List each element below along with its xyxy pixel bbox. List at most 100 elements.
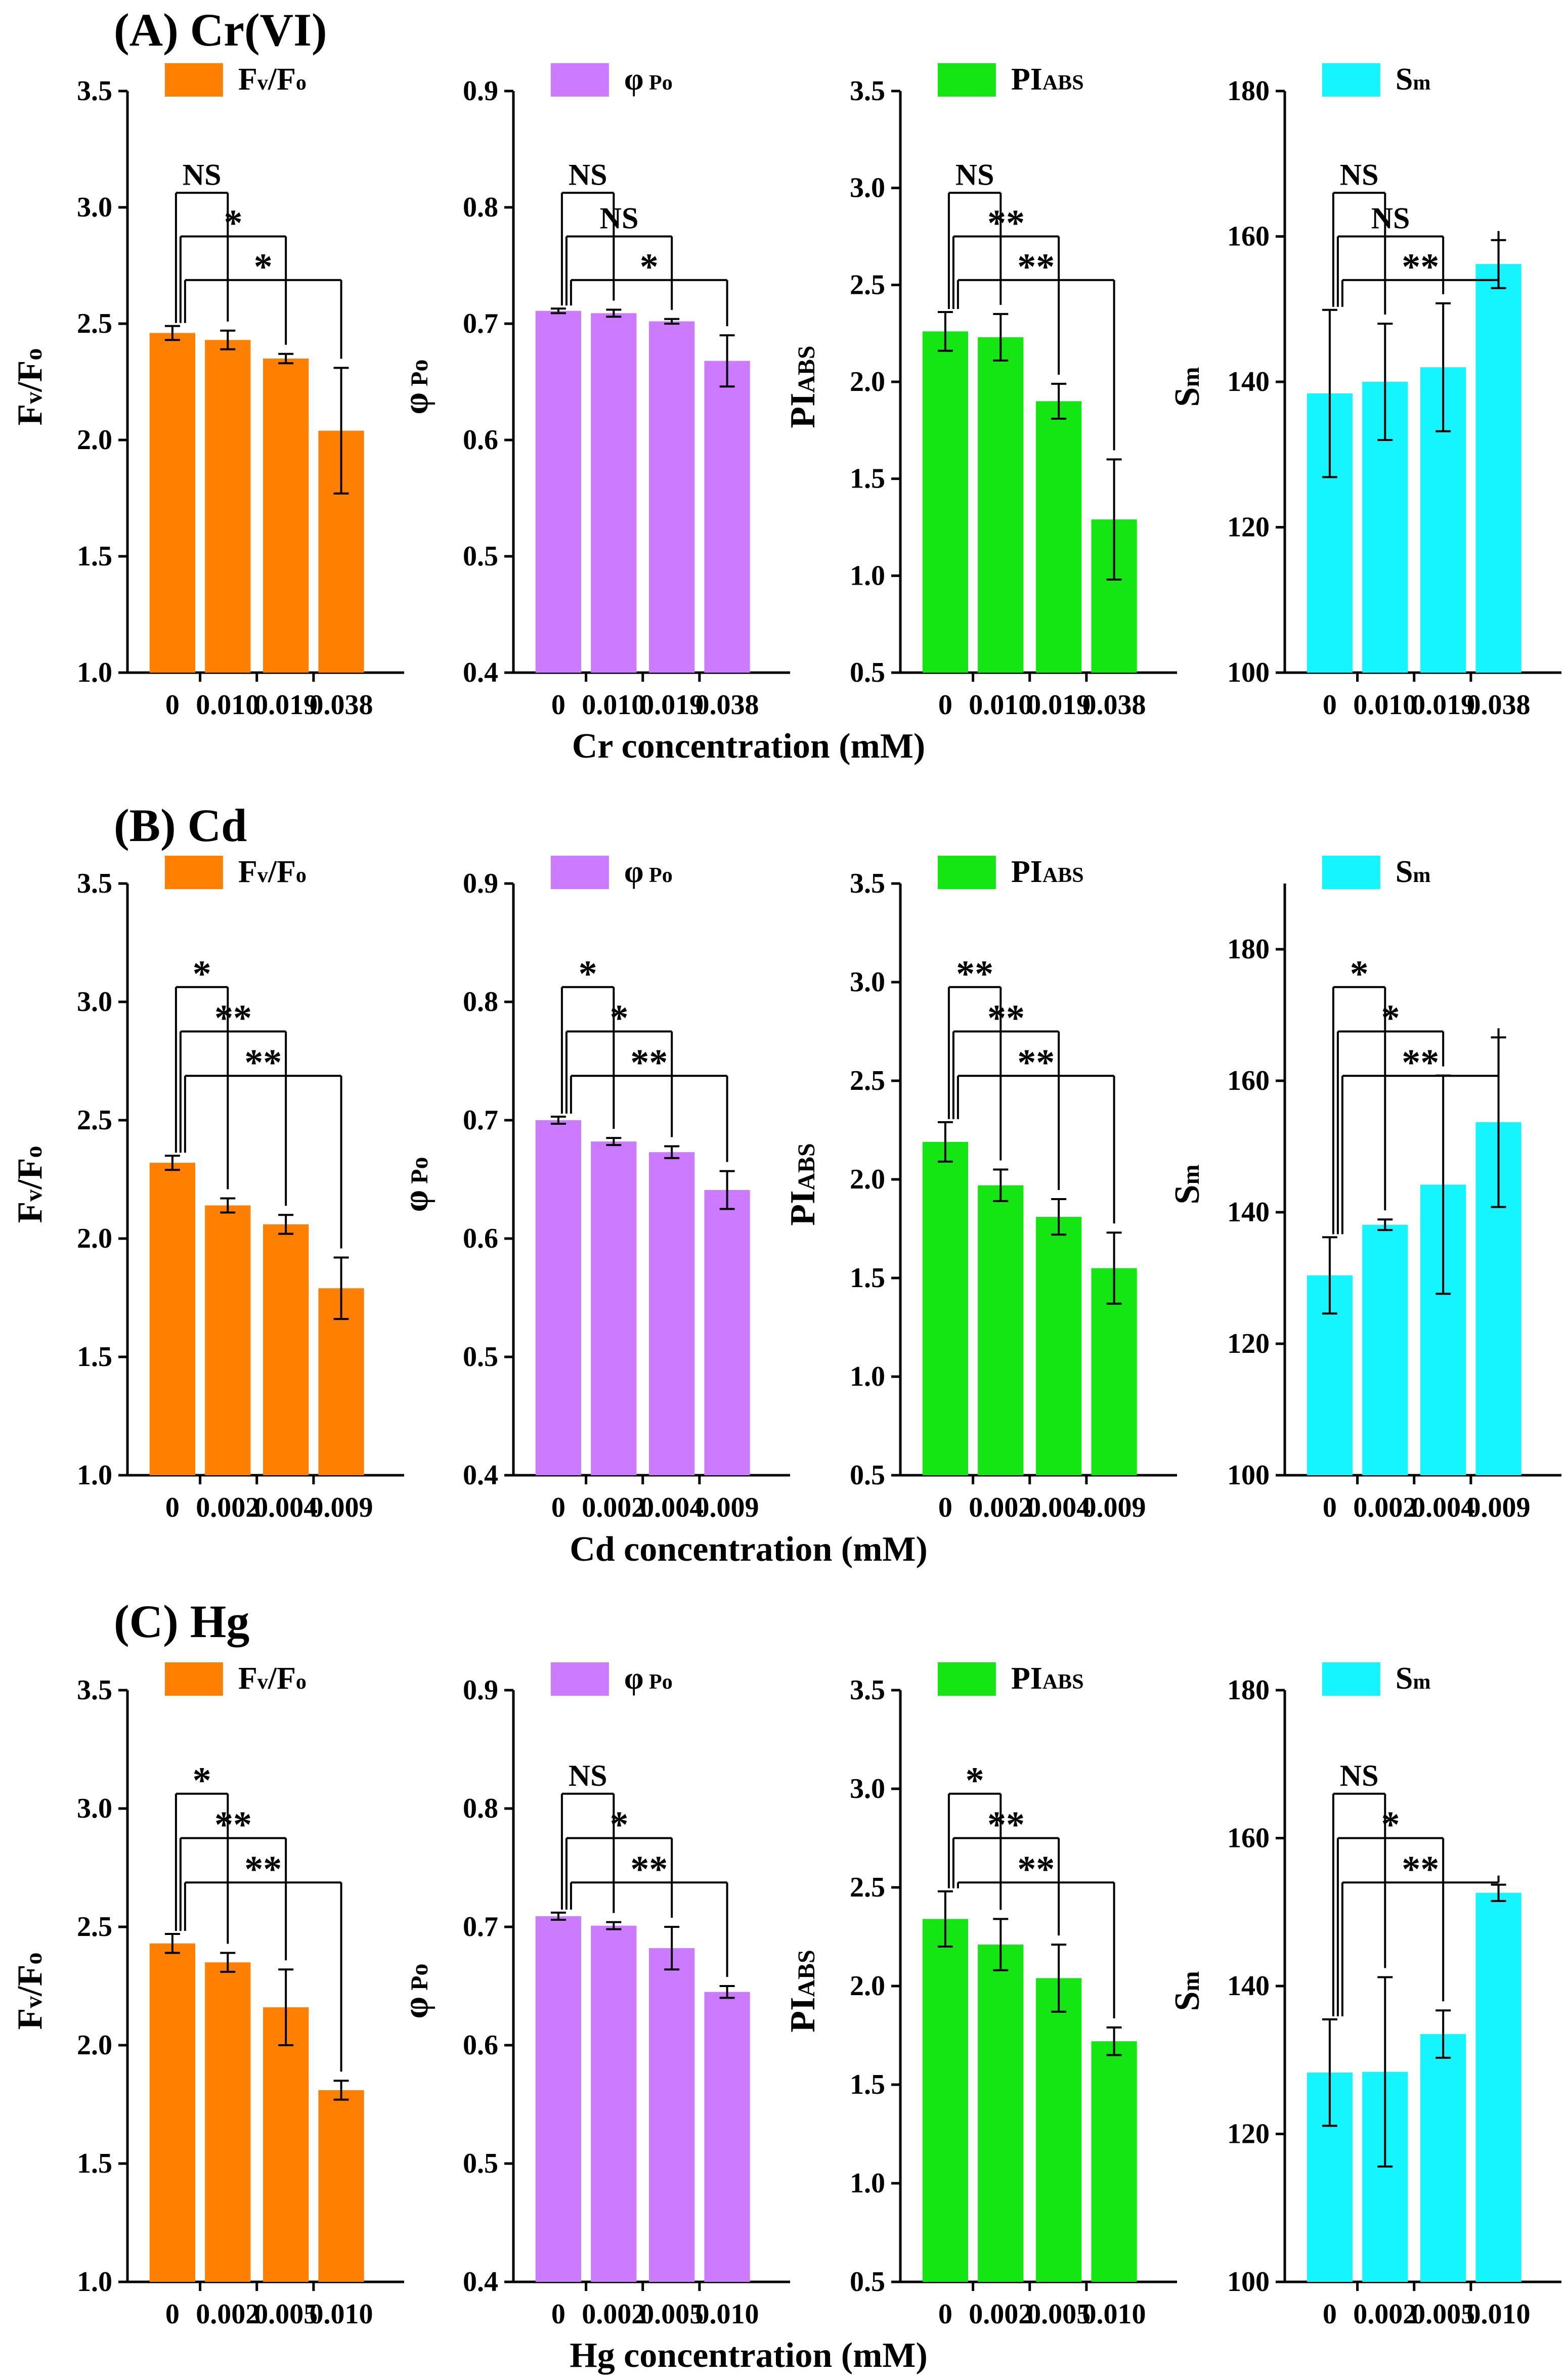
significance-label: ** [987, 1804, 1025, 1846]
y-tick-label: 0.4 [463, 657, 498, 688]
x-tick-label: 0.010 [695, 2299, 759, 2330]
significance-label: NS [600, 202, 639, 235]
bar [149, 1163, 196, 1475]
y-tick-label: 0.5 [463, 1341, 498, 1373]
chart-panel-piabs: 0.5 1.0 1.5 2.0 2.5 3.0 3.5 PIABS 0 0.0020.0040.0… [784, 855, 1177, 1523]
significance-label: ** [1017, 1042, 1055, 1083]
legend-label: Fv/Fo [238, 855, 307, 889]
bar [1091, 2041, 1137, 2282]
bar [922, 1141, 969, 1475]
significance-label: * [224, 203, 243, 244]
row-title: (B) Cd [114, 800, 247, 851]
significance-label: ** [214, 1804, 252, 1846]
bar [591, 313, 637, 673]
y-tick-label: 120 [1227, 512, 1270, 543]
bar [978, 337, 1024, 673]
x-tick-label: 0.038 [1082, 689, 1146, 721]
y-tick-label: 0.5 [463, 541, 498, 572]
significance-label: * [610, 998, 629, 1039]
x-tick-label: 0 [551, 689, 566, 721]
y-tick-label: 120 [1227, 2119, 1270, 2150]
x-tick-label: 0.009 [1467, 1492, 1531, 1523]
y-axis-title: φ Po [397, 1157, 436, 1212]
x-tick-label: 0.009 [695, 1492, 759, 1523]
legend-swatch [1322, 63, 1380, 97]
y-tick-label: 180 [1227, 75, 1270, 107]
y-tick-label: 140 [1227, 366, 1270, 398]
bar [1475, 1892, 1521, 2282]
legend-swatch [164, 63, 223, 97]
x-tick-label: 0.038 [1467, 689, 1531, 721]
x-tick-label: 0.005 [1027, 2299, 1091, 2330]
y-tick-label: 160 [1227, 1065, 1270, 1096]
y-axis-title: PIABS [784, 345, 822, 428]
row-title: (C) Hg [114, 1596, 249, 1647]
bar [649, 1948, 695, 2282]
significance-label: ** [1017, 246, 1055, 288]
x-tick-label: 0.038 [695, 689, 759, 721]
y-tick-label: 3.0 [77, 192, 112, 223]
x-tick-label: 0.005 [640, 2299, 704, 2330]
x-tick-label: 0 [1323, 1492, 1337, 1523]
bar [1362, 1224, 1408, 1475]
significance-label: * [193, 953, 211, 995]
y-axis-title: Sm [1168, 1971, 1207, 2011]
x-tick-label: 0.019 [1027, 689, 1091, 721]
y-tick-label: 2.0 [77, 424, 112, 456]
legend-swatch [937, 63, 996, 97]
bar [1475, 264, 1521, 673]
y-tick-label: 2.0 [850, 1970, 885, 2002]
y-tick-label: 2.5 [850, 269, 885, 300]
y-tick-label: 3.0 [77, 1793, 112, 1824]
x-tick-label: 0 [938, 2299, 952, 2330]
bar [591, 1141, 637, 1475]
bar [205, 1205, 251, 1475]
y-tick-label: 2.5 [850, 1872, 885, 1903]
x-tick-label: 0.004 [1027, 1492, 1091, 1523]
legend-label: Fv/Fo [238, 62, 307, 97]
bar [1036, 1217, 1082, 1475]
significance-label: ** [1402, 1042, 1439, 1083]
significance-label: * [1381, 1804, 1400, 1846]
x-tick-label: 0.002 [582, 2299, 645, 2330]
bar [704, 361, 750, 673]
y-tick-label: 100 [1227, 1460, 1270, 1491]
y-tick-label: 3.5 [77, 1674, 112, 1706]
x-tick-label: 0.002 [196, 2299, 259, 2330]
y-tick-label: 160 [1227, 1823, 1270, 1854]
significance-label: * [1381, 998, 1400, 1039]
x-tick-label: 0.002 [969, 1492, 1032, 1523]
y-tick-label: 2.0 [77, 2030, 112, 2061]
legend-label: Fv/Fo [238, 1661, 307, 1696]
y-tick-label: 0.9 [463, 868, 498, 899]
legend-label: Sm [1396, 1661, 1430, 1696]
legend-swatch [550, 856, 609, 889]
x-tick-label: 0 [938, 1492, 952, 1523]
y-tick-label: 3.5 [850, 75, 885, 107]
y-tick-label: 0.5 [463, 2148, 498, 2179]
y-tick-label: 1.5 [850, 1262, 885, 1294]
y-axis-title: Fv/Fo [11, 348, 50, 426]
significance-label: NS [1340, 158, 1379, 191]
x-tick-label: 0.010 [1353, 689, 1417, 721]
bar [205, 1962, 251, 2282]
bar [704, 1992, 750, 2282]
significance-label: ** [630, 1042, 668, 1083]
significance-label: NS [183, 158, 222, 191]
x-tick-label: 0 [551, 1492, 566, 1523]
x-tick-label: 0.002 [582, 1492, 645, 1523]
bar [149, 1943, 196, 2282]
bar [978, 1945, 1024, 2282]
y-axis-title: Sm [1168, 367, 1207, 407]
y-tick-label: 100 [1227, 2266, 1270, 2298]
significance-label: * [579, 953, 597, 995]
y-tick-label: 2.0 [850, 1164, 885, 1195]
x-tick-label: 0 [551, 2299, 566, 2330]
significance-label: * [966, 1760, 984, 1801]
x-tick-label: 0.002 [1353, 2299, 1417, 2330]
x-tick-label: 0.010 [196, 689, 259, 721]
